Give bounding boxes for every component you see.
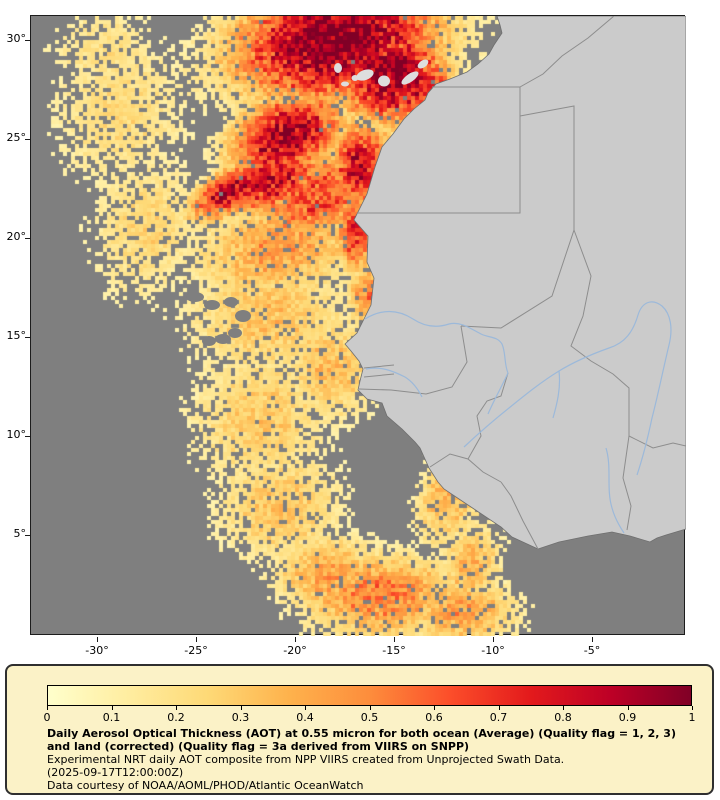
lat-axis-tick [25,436,30,437]
gambia-river [365,367,423,398]
colorbar-tick-mark [47,706,48,710]
colorbar-tick-label: 0.9 [618,711,637,724]
lon-axis-label: -5° [583,644,601,657]
colorbar-tick-label: 0 [43,711,51,724]
lat-axis-tick [25,238,30,239]
lat-axis-tick [25,139,30,140]
colorbar-tick-mark [498,706,500,710]
colorbar-tick-mark [240,706,242,710]
fuerteventura-island [401,71,419,85]
lat-axis-tick [25,337,30,338]
border-mauritania-east [460,105,575,329]
colorbar-tick-label: 0.1 [102,711,121,724]
border-senegal [358,325,468,395]
border-burkina-east [628,435,686,449]
border-liberia-ivory-coast [500,481,539,550]
border-guinea-mali [467,372,509,460]
lon-axis-label: -30° [85,644,109,657]
lat-axis-label: 30° [6,32,27,45]
colorbar-tick-mark [692,706,693,710]
lat-axis-tick [25,535,30,536]
niger-river [463,301,672,476]
colorbar-tick-mark [305,706,306,710]
gran-canaria-island [378,75,390,87]
lon-axis-tick [592,637,593,642]
senegal-river [364,310,509,374]
cape-verde-island [224,297,238,307]
lat-axis-label: 20° [6,230,27,243]
lat-axis-label: 10° [6,428,27,441]
rivers [364,301,672,534]
lon-axis-tick [196,637,197,642]
legend-panel: Daily Aerosol Optical Thickness (AOT) at… [5,664,714,795]
colorbar-tick-mark [176,706,177,710]
senegal-river-upper [487,372,509,415]
colorbar-tick-mark [369,706,371,710]
lanzarote-island [417,59,429,69]
hierro-island [341,81,349,87]
lon-axis-label: -25° [184,644,208,657]
lon-axis-tick [394,637,395,642]
border-morocco-algeria [519,16,615,88]
border-western-sahara [357,86,521,214]
colorbar-tick-label: 0.7 [489,711,508,724]
lon-axis-label: -10° [481,644,505,657]
legend-title: Daily Aerosol Optical Thickness (AOT) at… [47,727,676,753]
colorbar-tick-label: 0.8 [554,711,572,724]
border-gambia [363,364,395,378]
legend-captions: Daily Aerosol Optical Thickness (AOT) at… [47,727,688,792]
cape-verde-island [186,292,204,302]
coastline-overlay [186,16,686,550]
legend-timestamp: (2025-09-17T12:00:00Z) [47,766,184,779]
aot-colorbar [47,685,692,706]
cape-verde-island [235,310,251,322]
colorbar-tick-label: 1 [688,711,696,724]
legend-subtitle: Experimental NRT daily AOT composite fro… [47,753,565,766]
colorbar-tick-label: 0.6 [425,711,443,724]
cape-verde-island [202,336,216,346]
colorbar-tick-mark [563,706,564,710]
colorbar-tick-label: 0.4 [296,711,314,724]
volta-river [605,447,625,534]
lon-axis-tick [97,637,98,642]
cape-verde-island [215,334,231,344]
la-palma-island [334,63,342,73]
canary-islands [334,59,429,87]
lat-axis-label: 25° [6,131,27,144]
africa-landmass [344,16,686,550]
cape-verde-island [204,300,220,310]
lon-axis-tick [295,637,296,642]
lon-axis-label: -20° [283,644,307,657]
map-plot [30,15,686,636]
border-mali-burkina-ghana [570,229,632,531]
legend-credit: Data courtesy of NOAA/AOML/PHOD/Atlantic… [47,779,364,792]
colorbar-tick-mark [627,706,629,710]
bani-river [552,370,561,419]
cape-verde-island [228,328,242,338]
colorbar-tick-label: 0.3 [231,711,250,724]
colorbar-tick-label: 0.2 [167,711,185,724]
colorbar-tick-mark [434,706,435,710]
lat-axis-tick [25,40,30,41]
cape-verde-islands [186,292,251,346]
tenerife-island [356,69,374,81]
lon-axis-label: -15° [382,644,406,657]
lat-axis-label: 15° [6,329,27,342]
colorbar-tick-label: 0.5 [360,711,379,724]
colorbar-tick-mark [111,706,113,710]
lat-axis-label: 5° [13,527,27,540]
country-borders [357,16,686,550]
lon-axis-tick [493,637,494,642]
